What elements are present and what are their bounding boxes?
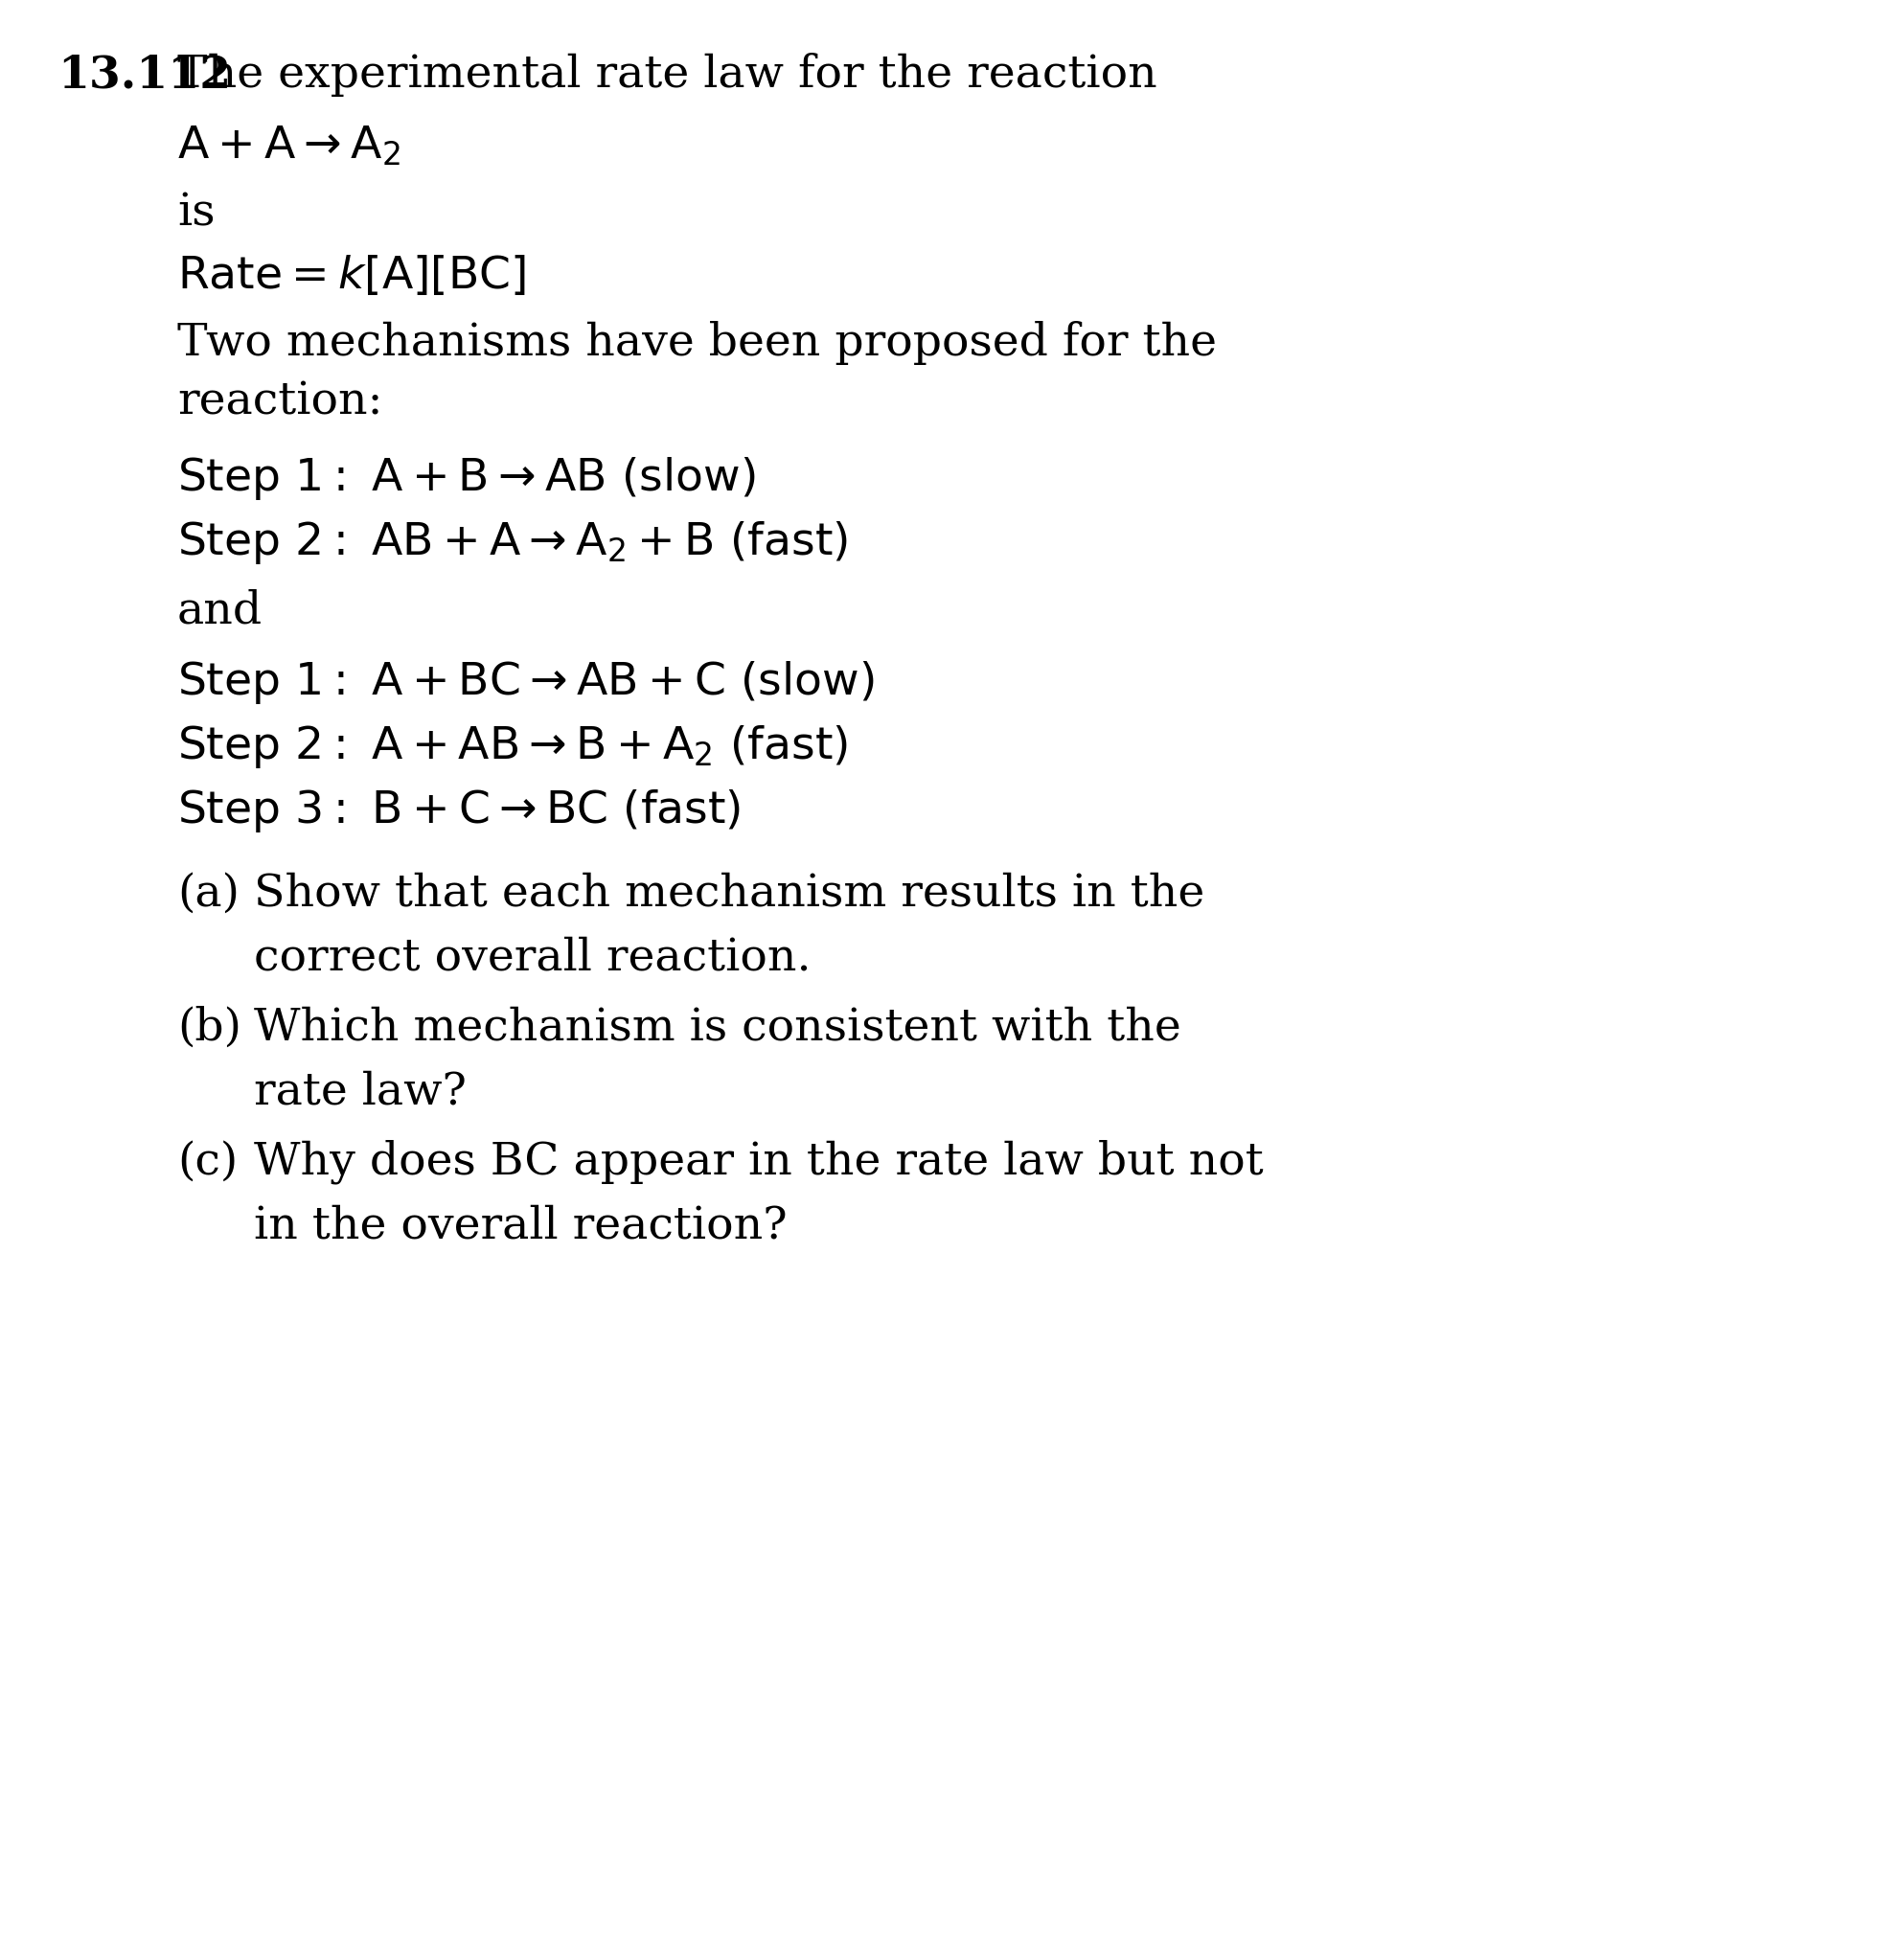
Text: $\mathrm{Step\ 1:\ A + BC \rightarrow AB + C\ (slow)}$: $\mathrm{Step\ 1:\ A + BC \rightarrow AB… [177, 659, 874, 706]
Text: (a): (a) [177, 872, 239, 915]
Text: Show that each mechanism results in the: Show that each mechanism results in the [254, 872, 1204, 915]
Text: $\mathrm{Step\ 3:\ B + C \rightarrow BC\ (fast)}$: $\mathrm{Step\ 3:\ B + C \rightarrow BC\… [177, 788, 741, 835]
Text: (b): (b) [177, 1005, 241, 1049]
Text: is: is [177, 192, 215, 235]
Text: (c): (c) [177, 1141, 237, 1184]
Text: reaction:: reaction: [177, 380, 384, 423]
Text: Two mechanisms have been proposed for the: Two mechanisms have been proposed for th… [177, 321, 1217, 365]
Text: $\mathrm{Rate = \mathit{k}[A][BC]}$: $\mathrm{Rate = \mathit{k}[A][BC]}$ [177, 255, 526, 298]
Text: correct overall reaction.: correct overall reaction. [254, 937, 811, 980]
Text: and: and [177, 590, 262, 633]
Text: in the overall reaction?: in the overall reaction? [254, 1203, 788, 1247]
Text: rate law?: rate law? [254, 1070, 467, 1113]
Text: Which mechanism is consistent with the: Which mechanism is consistent with the [254, 1005, 1181, 1049]
Text: The experimental rate law for the reaction: The experimental rate law for the reacti… [177, 53, 1156, 96]
Text: 13.112: 13.112 [57, 53, 232, 96]
Text: $\mathrm{A + A \rightarrow A_2}$: $\mathrm{A + A \rightarrow A_2}$ [177, 125, 401, 169]
Text: Why does BC appear in the rate law but not: Why does BC appear in the rate law but n… [254, 1141, 1263, 1184]
Text: $\mathrm{Step\ 2:\ A + AB \rightarrow B + A_2\ (fast)}$: $\mathrm{Step\ 2:\ A + AB \rightarrow B … [177, 723, 849, 770]
Text: $\mathrm{Step\ 2:\ AB + A \rightarrow A_2 + B\ (fast)}$: $\mathrm{Step\ 2:\ AB + A \rightarrow A_… [177, 519, 849, 566]
Text: $\mathrm{Step\ 1:\ A + B \rightarrow AB\ (slow)}$: $\mathrm{Step\ 1:\ A + B \rightarrow AB\… [177, 455, 756, 502]
